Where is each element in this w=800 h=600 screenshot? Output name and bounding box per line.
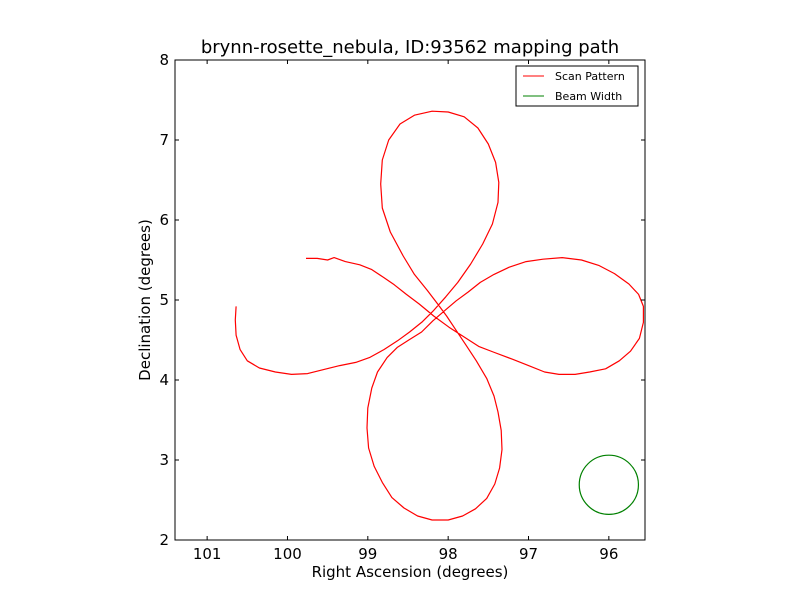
y-axis-label: Declination (degrees) (136, 219, 154, 381)
x-tick-label: 99 (358, 545, 377, 563)
legend: Scan Pattern Beam Width (515, 65, 639, 107)
chart-title: brynn-rosette_nebula, ID:93562 mapping p… (201, 37, 619, 58)
y-tick-label: 6 (159, 211, 169, 229)
y-tick-label: 5 (159, 291, 169, 309)
legend-box (515, 65, 639, 107)
x-tick-label: 98 (439, 545, 458, 563)
plot-area (234, 110, 645, 521)
y-tick-label: 7 (159, 131, 169, 149)
legend-label-beam-width: Beam Width (555, 90, 622, 103)
axis-ticks: 101 100 99 98 97 96 2 3 4 5 6 7 8 (159, 51, 645, 563)
x-tick-label: 97 (519, 545, 538, 563)
x-axis-label: Right Ascension (degrees) (312, 563, 509, 581)
y-tick-label: 3 (159, 451, 169, 469)
legend-label-scan-pattern: Scan Pattern (555, 70, 625, 83)
series-scan-pattern (234, 110, 645, 521)
x-tick-label: 101 (193, 545, 222, 563)
y-tick-label: 8 (159, 51, 169, 69)
x-tick-label: 96 (599, 545, 618, 563)
y-tick-label: 2 (159, 531, 169, 549)
x-tick-label: 100 (273, 545, 302, 563)
series-beam-width (578, 454, 640, 515)
y-tick-label: 4 (159, 371, 169, 389)
